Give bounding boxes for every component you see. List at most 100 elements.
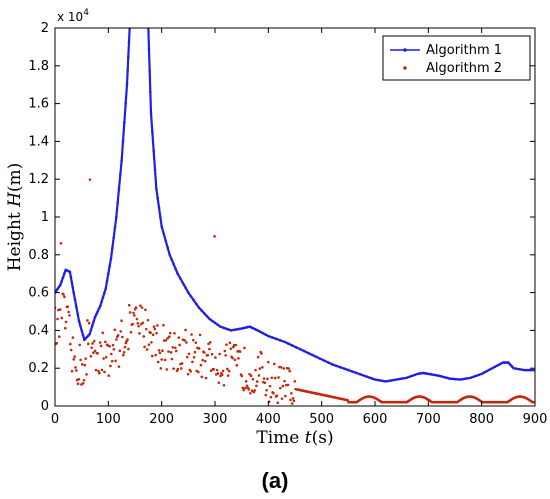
data-point-algorithm-1 (132, 17, 135, 20)
data-point-algorithm-1 (88, 332, 91, 336)
data-point-algorithm-2 (235, 364, 239, 367)
data-point-algorithm-2 (272, 391, 275, 395)
data-point-algorithm-1 (143, 17, 146, 20)
data-point-algorithm-1 (205, 314, 209, 318)
data-point-algorithm-2 (98, 341, 102, 344)
x-axis-label: Time t(s) (256, 428, 333, 448)
data-point-algorithm-1 (327, 361, 330, 364)
data-point-algorithm-2 (198, 333, 202, 337)
data-point-algorithm-1 (72, 291, 75, 294)
data-point-algorithm-2 (293, 379, 297, 383)
data-point-algorithm-2 (170, 357, 174, 361)
data-point-algorithm-2 (84, 357, 88, 360)
data-point-algorithm-2 (227, 369, 231, 373)
data-point-algorithm-2 (116, 333, 120, 337)
data-point-algorithm-2 (115, 338, 118, 341)
data-point-algorithm-1 (408, 375, 411, 379)
data-point-algorithm-2 (172, 367, 175, 370)
data-point-algorithm-1 (127, 40, 131, 44)
data-point-algorithm-1 (79, 324, 82, 327)
data-point-algorithm-2 (247, 388, 251, 391)
data-point-algorithm-1 (331, 363, 334, 366)
data-point-algorithm-1 (95, 313, 98, 316)
data-point-algorithm-2 (258, 367, 262, 370)
data-point-algorithm-1 (59, 283, 62, 287)
data-point-algorithm-1 (405, 376, 409, 379)
data-point-algorithm-1 (213, 321, 217, 325)
data-point-algorithm-1 (240, 327, 243, 330)
data-point-algorithm-2 (140, 306, 144, 309)
data-point-algorithm-1 (135, 17, 138, 20)
data-point-algorithm-1 (531, 368, 534, 372)
data-point-algorithm-1 (359, 373, 362, 376)
data-point-algorithm-1 (146, 22, 149, 25)
data-point-algorithm-1 (166, 246, 169, 250)
data-point-algorithm-2 (206, 353, 210, 357)
data-point-algorithm-1 (68, 270, 72, 274)
data-point-algorithm-1 (493, 365, 497, 369)
series-algorithm-1 (55, 17, 535, 383)
data-point-algorithm-2 (55, 341, 59, 345)
data-point-algorithm-1 (132, 17, 135, 20)
x-tick-label: 600 (363, 412, 388, 427)
data-point-algorithm-2 (86, 319, 89, 322)
data-point-algorithm-2 (279, 366, 283, 369)
data-point-algorithm-1 (60, 279, 63, 283)
data-point-algorithm-1 (162, 232, 165, 235)
data-point-algorithm-2 (151, 333, 155, 337)
data-point-algorithm-1 (192, 298, 195, 302)
data-point-algorithm-2 (76, 382, 80, 386)
data-point-algorithm-1 (395, 378, 398, 381)
data-point-algorithm-2 (292, 399, 296, 403)
data-point-algorithm-1 (459, 378, 462, 381)
data-point-algorithm-1 (140, 17, 143, 20)
data-point-algorithm-2 (199, 363, 203, 367)
data-point-algorithm-2 (220, 373, 224, 377)
data-point-algorithm-2 (147, 343, 151, 346)
data-point-algorithm-1 (99, 304, 102, 308)
data-point-algorithm-2 (255, 384, 258, 388)
data-point-algorithm-2 (262, 377, 266, 380)
data-point-algorithm-1 (160, 225, 163, 228)
data-point-algorithm-1 (373, 378, 377, 381)
data-point-algorithm-2 (112, 348, 116, 351)
data-point-algorithm-1 (151, 130, 154, 134)
data-point-algorithm-2 (142, 335, 146, 338)
data-point-algorithm-2 (200, 375, 204, 379)
data-point-algorithm-1 (149, 90, 152, 94)
data-point-algorithm-1 (256, 329, 259, 332)
data-point-algorithm-1 (477, 373, 481, 377)
data-point-algorithm-1 (126, 69, 129, 72)
data-point-algorithm-2 (118, 349, 122, 353)
data-point-algorithm-2 (110, 359, 114, 363)
data-point-algorithm-1 (343, 367, 346, 370)
data-point-algorithm-2 (218, 352, 221, 356)
data-point-algorithm-1 (437, 374, 441, 378)
data-point-algorithm-1 (107, 272, 110, 276)
data-point-algorithm-1 (469, 376, 473, 379)
data-point-algorithm-2 (184, 328, 187, 332)
data-point-algorithm-1 (483, 371, 486, 374)
data-point-algorithm-2 (216, 372, 220, 375)
data-point-algorithm-2 (69, 348, 73, 352)
data-point-algorithm-2 (249, 374, 253, 378)
data-point-algorithm-1 (156, 196, 159, 200)
data-point-algorithm-2 (155, 331, 158, 335)
data-point-algorithm-1 (315, 355, 318, 359)
y-tick-label: 0.2 (28, 361, 49, 376)
data-point-algorithm-1 (221, 326, 225, 329)
data-point-algorithm-1 (121, 140, 125, 143)
data-point-algorithm-1 (149, 111, 153, 115)
data-point-algorithm-1 (189, 295, 193, 298)
data-point-algorithm-2 (90, 346, 93, 350)
data-point-algorithm-2 (190, 333, 193, 336)
data-point-algorithm-2 (225, 343, 228, 346)
data-point-algorithm-2 (89, 354, 93, 358)
data-point-algorithm-2 (214, 356, 217, 359)
data-point-algorithm-2 (179, 367, 183, 370)
y-axis-ticks: 0 0.2 0.4 0.6 0.8 1 1.2 1.4 1.6 1.8 2 (28, 21, 535, 414)
y-tick-label: 0.8 (28, 248, 49, 263)
data-point-algorithm-2 (119, 330, 123, 333)
data-point-algorithm-2 (168, 331, 172, 335)
data-point-algorithm-2 (88, 178, 92, 181)
